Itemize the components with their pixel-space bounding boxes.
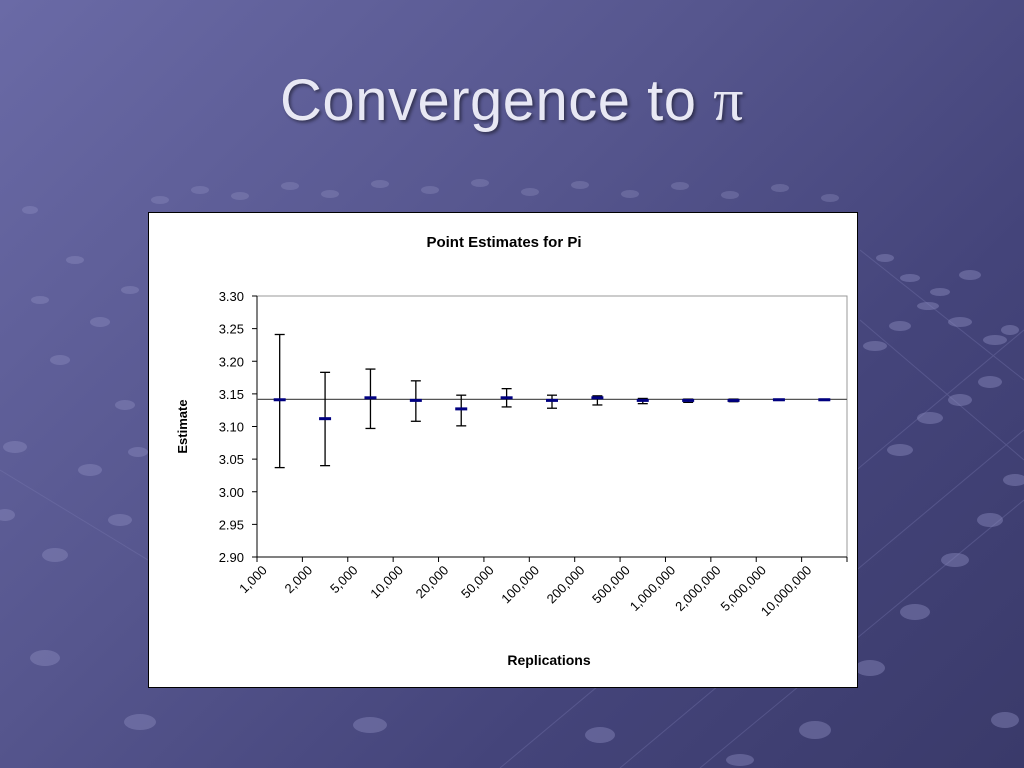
y-tick-label: 3.15	[219, 387, 244, 402]
estimate-marker	[772, 398, 785, 402]
estimate-marker	[409, 398, 422, 402]
y-tick-label: 3.30	[219, 289, 244, 304]
estimate-marker	[591, 396, 604, 400]
slide-title-text: Convergence to	[280, 68, 714, 133]
chart-title: Point Estimates for Pi	[426, 234, 581, 251]
x-axis-title: Replications	[507, 652, 590, 668]
chart-container: Point Estimates for Pi 2.90 2.95 3.00 3.05 3.…	[148, 212, 858, 688]
y-tick-label: 3.05	[219, 452, 244, 467]
estimate-marker	[636, 398, 649, 402]
estimate-marker	[455, 407, 468, 411]
y-tick-label: 2.90	[219, 550, 244, 565]
x-tick-label: 2,000	[282, 563, 316, 597]
y-tick-label: 3.10	[219, 420, 244, 435]
x-tick-label: 1,000,000	[627, 563, 679, 615]
x-tick-label: 500,000	[589, 563, 633, 607]
point-estimates-chart: Point Estimates for Pi 2.90 2.95 3.00 3.05 3.…	[175, 234, 848, 668]
estimate-marker	[500, 396, 513, 400]
x-tick-label: 200,000	[544, 563, 588, 607]
x-tick-label: 50,000	[458, 563, 497, 602]
estimate-marker	[364, 396, 377, 400]
estimate-marker	[727, 398, 740, 402]
y-tick-label: 3.00	[219, 485, 244, 500]
estimate-marker	[818, 398, 831, 402]
pi-symbol: π	[713, 67, 744, 133]
estimate-marker	[682, 398, 695, 402]
estimate-marker	[546, 398, 558, 402]
x-tick-label: 2,000,000	[672, 563, 724, 615]
slide-title: Convergence to π	[0, 66, 1024, 135]
x-tick-label: 100,000	[498, 563, 542, 607]
estimate-marker	[273, 398, 286, 402]
y-tick-label: 2.95	[219, 517, 244, 532]
plot-area-border	[256, 295, 848, 558]
x-tick-label: 5,000	[327, 563, 361, 597]
y-tick-label: 3.20	[219, 354, 244, 369]
x-tick-label: 10,000	[367, 563, 406, 602]
estimate-marker	[319, 417, 332, 421]
y-tick-label: 3.25	[219, 322, 244, 337]
x-tick-label: 20,000	[413, 563, 452, 602]
y-axis-title: Estimate	[175, 399, 190, 453]
x-tick-label: 1,000	[236, 563, 270, 597]
